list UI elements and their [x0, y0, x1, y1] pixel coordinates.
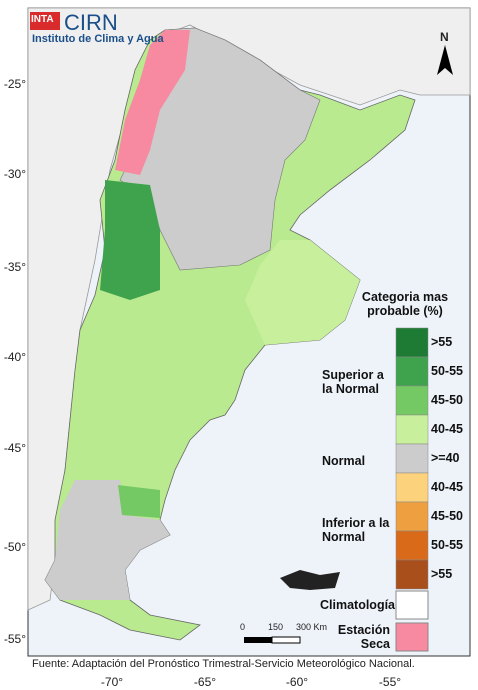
legend-swatch — [395, 356, 429, 387]
legend-group: Inferior a la Normal — [322, 516, 390, 544]
lon-label: -55° — [378, 675, 402, 689]
lat-label: -40° — [3, 350, 26, 364]
legend-class-label: 50-55 — [431, 364, 463, 378]
compass-arrow — [437, 45, 453, 75]
lat-label: -45° — [3, 441, 26, 455]
scale-bar — [271, 636, 301, 644]
scale-label: 300 Km — [296, 622, 328, 632]
lat-label: -30° — [3, 167, 26, 181]
legend-swatch — [395, 385, 429, 416]
lon-label: -70° — [100, 675, 124, 689]
logo-inta: INTA — [31, 14, 54, 25]
logo-name: CIRN — [64, 10, 118, 35]
scale-bar — [244, 637, 272, 643]
region-dry — [115, 30, 190, 175]
lon-label: -60° — [285, 675, 309, 689]
legend-class-label: 40-45 — [431, 480, 463, 494]
lat-label: -50° — [3, 540, 26, 554]
region-south-normal — [45, 480, 170, 600]
region-dark — [100, 180, 160, 300]
logo-box — [30, 12, 60, 30]
legend-climatology: Climatología — [320, 598, 396, 612]
legend-swatch — [395, 501, 429, 532]
lat-label: -55° — [3, 632, 26, 646]
compass-label: N — [440, 30, 449, 44]
footer: Fuente: Adaptación del Pronóstico Trimes… — [32, 658, 415, 670]
legend-class-label: >55 — [431, 335, 453, 349]
legend-swatch — [395, 590, 429, 620]
legend-title: Categoria mas probable (%) — [361, 290, 449, 318]
legend-class-label: 50-55 — [431, 538, 463, 552]
legend-swatch — [395, 327, 429, 358]
legend-class-label: >55 — [431, 567, 453, 581]
region-light — [245, 240, 360, 345]
legend-swatch — [395, 443, 429, 474]
legend-swatch — [395, 472, 429, 503]
lat-label: -35° — [3, 260, 26, 274]
legend-group: Superior a la Normal — [322, 368, 384, 396]
legend-group: Normal — [322, 454, 366, 468]
scale-label: 0 — [240, 622, 246, 632]
lat-label: -25° — [3, 77, 26, 91]
legend-class-label: 40-45 — [431, 422, 463, 436]
legend-class-label: 45-50 — [431, 509, 463, 523]
scale-label: 150 — [268, 622, 284, 632]
logo-subtitle: Instituto de Clima y Agua — [32, 33, 164, 45]
lon-label: -65° — [193, 675, 217, 689]
islands — [280, 570, 340, 590]
legend-class-label: >=40 — [431, 451, 460, 465]
legend-class-label: 45-50 — [431, 393, 463, 407]
legend-swatch — [395, 414, 429, 445]
legend-swatch — [395, 559, 429, 590]
legend-swatch — [395, 530, 429, 561]
legend-dry_season: Estación Seca — [337, 623, 390, 651]
region-south-green — [118, 485, 160, 518]
legend-swatch — [395, 622, 429, 652]
